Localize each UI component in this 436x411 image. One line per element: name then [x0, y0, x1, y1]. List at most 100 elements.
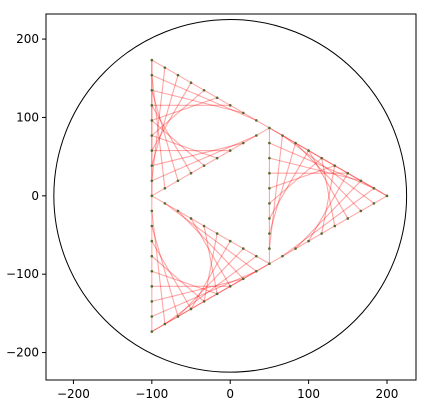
y-tick-label: 100 [16, 110, 39, 124]
line-segment [321, 165, 336, 234]
line-segment [151, 240, 192, 310]
data-point [176, 315, 180, 318]
line-segment [151, 142, 244, 167]
data-point [150, 104, 154, 107]
line-series [151, 59, 388, 333]
line-segment [151, 74, 257, 121]
y-tick-label: 0 [31, 189, 39, 203]
x-axis: −200 −100 0 100 200 [57, 380, 398, 401]
data-point [372, 186, 376, 190]
data-point [228, 239, 232, 243]
line-segment [190, 218, 231, 287]
point-series [150, 58, 389, 333]
y-tick-label: 200 [16, 32, 39, 46]
line-segment [269, 165, 335, 189]
line-segment [164, 255, 257, 325]
line-segment [269, 157, 323, 204]
line-segment [151, 75, 179, 166]
data-point [150, 194, 154, 198]
data-point [189, 171, 193, 175]
data-point [150, 149, 154, 152]
line-segment [151, 270, 218, 295]
data-point [346, 171, 350, 175]
data-point [163, 202, 167, 205]
line-segment [269, 127, 388, 197]
data-point [150, 330, 154, 333]
line-segment [151, 195, 270, 265]
line-segment [151, 278, 244, 302]
data-point [150, 73, 154, 77]
data-point [307, 239, 310, 243]
line-segment [151, 75, 166, 189]
data-point [150, 58, 154, 62]
data-point [228, 149, 232, 152]
line-segment [151, 270, 257, 317]
line-segment [177, 248, 244, 317]
data-point [150, 88, 154, 92]
outer-circle [53, 18, 408, 373]
x-tick-label: 200 [376, 387, 399, 401]
line-segment [308, 150, 349, 219]
data-point [228, 285, 232, 288]
data-point [268, 217, 271, 220]
data-point [189, 217, 193, 220]
data-point [268, 232, 271, 235]
line-segment [151, 89, 244, 114]
data-point [333, 164, 337, 167]
data-point [150, 224, 154, 228]
line-segment [151, 127, 270, 197]
data-point [176, 209, 180, 213]
data-point [255, 134, 258, 137]
data-point [150, 119, 154, 122]
data-point [189, 307, 193, 311]
line-segment [151, 134, 218, 159]
line-segment [268, 142, 297, 234]
y-axis: −200 −100 0 100 200 [6, 32, 46, 360]
data-point [150, 285, 154, 288]
line-segment [151, 255, 205, 302]
data-point [268, 171, 271, 175]
data-point [372, 202, 376, 205]
line-segment [151, 263, 270, 333]
data-point [202, 300, 206, 303]
data-point [281, 254, 284, 258]
line-segment [151, 67, 166, 181]
plot-area [53, 18, 408, 373]
data-point [150, 209, 154, 213]
line-segment [295, 142, 362, 212]
axes-frame [45, 13, 417, 381]
data-point [333, 224, 337, 228]
data-point [268, 262, 271, 266]
data-point [268, 247, 271, 250]
data-point [215, 232, 219, 235]
data-point [385, 194, 389, 198]
data-point [268, 186, 271, 190]
x-tick-label: 100 [297, 387, 320, 401]
line-segment [151, 89, 205, 136]
data-point [189, 81, 193, 84]
data-point [176, 73, 180, 77]
data-point [163, 322, 167, 326]
line-segment [269, 157, 362, 182]
data-point [268, 126, 271, 130]
line-segment [151, 105, 192, 174]
y-tick-label: −200 [6, 346, 39, 360]
line-segment [151, 210, 166, 325]
line-segment [269, 195, 388, 265]
line-segment [164, 202, 257, 272]
data-point [228, 104, 232, 107]
line-segment [151, 97, 218, 121]
data-point [241, 277, 245, 281]
data-point [215, 156, 219, 160]
line-segment [190, 240, 231, 310]
data-point [150, 315, 154, 318]
data-point [163, 186, 167, 190]
data-point [294, 247, 297, 250]
line-segment [268, 150, 310, 219]
line-segment [151, 263, 270, 333]
data-point [150, 239, 154, 243]
line-segment [269, 127, 388, 197]
data-point [215, 292, 219, 296]
data-point [241, 247, 245, 250]
line-segment [151, 82, 192, 151]
